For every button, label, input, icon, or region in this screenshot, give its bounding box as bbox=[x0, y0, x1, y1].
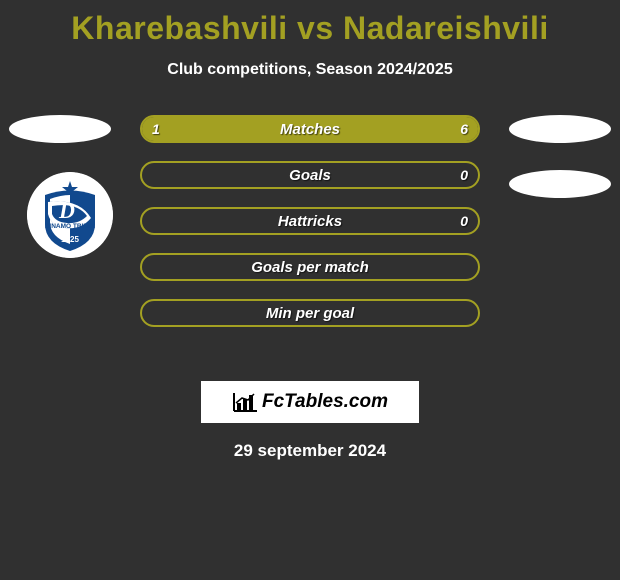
club-year-text: 1925 bbox=[61, 235, 79, 244]
stat-bar-value-right: 0 bbox=[460, 163, 468, 187]
player-right-ellipse-2 bbox=[509, 170, 611, 198]
stat-bar-label: Goals bbox=[142, 163, 478, 187]
stat-bar: Goals0 bbox=[140, 161, 480, 189]
stat-bar-label: Goals per match bbox=[142, 255, 478, 279]
stat-bar: Hattricks0 bbox=[140, 207, 480, 235]
stat-bar-value-right: 6 bbox=[460, 117, 468, 141]
stat-bar: Min per goal bbox=[140, 299, 480, 327]
footer-brand-box: FcTables.com bbox=[201, 381, 419, 423]
subtitle: Club competitions, Season 2024/2025 bbox=[0, 61, 620, 79]
comparison-area: DINAMO TBILISI D 1925 Matches16Goals0Hat… bbox=[0, 115, 620, 375]
stat-bars: Matches16Goals0Hattricks0Goals per match… bbox=[140, 115, 480, 345]
page-title: Kharebashvili vs Nadareishvili bbox=[0, 0, 620, 47]
stat-bar-label: Matches bbox=[142, 117, 478, 141]
stat-bar-label: Hattricks bbox=[142, 209, 478, 233]
stat-bar: Goals per match bbox=[140, 253, 480, 281]
player-right-ellipse-1 bbox=[509, 115, 611, 143]
stat-bar-value-left: 1 bbox=[152, 117, 160, 141]
club-badge: DINAMO TBILISI D 1925 bbox=[27, 172, 113, 258]
club-letter-d: D bbox=[58, 198, 75, 223]
footer-brand-text: FcTables.com bbox=[262, 391, 388, 413]
date-label: 29 september 2024 bbox=[0, 441, 620, 461]
player-left-ellipse bbox=[9, 115, 111, 143]
stat-bar: Matches1 6 bbox=[140, 115, 480, 143]
stat-bar-label: Min per goal bbox=[142, 301, 478, 325]
stat-bar-value-right: 0 bbox=[460, 209, 468, 233]
club-name-text: DINAMO TBILISI bbox=[45, 223, 96, 230]
bar-chart-icon bbox=[232, 391, 258, 413]
